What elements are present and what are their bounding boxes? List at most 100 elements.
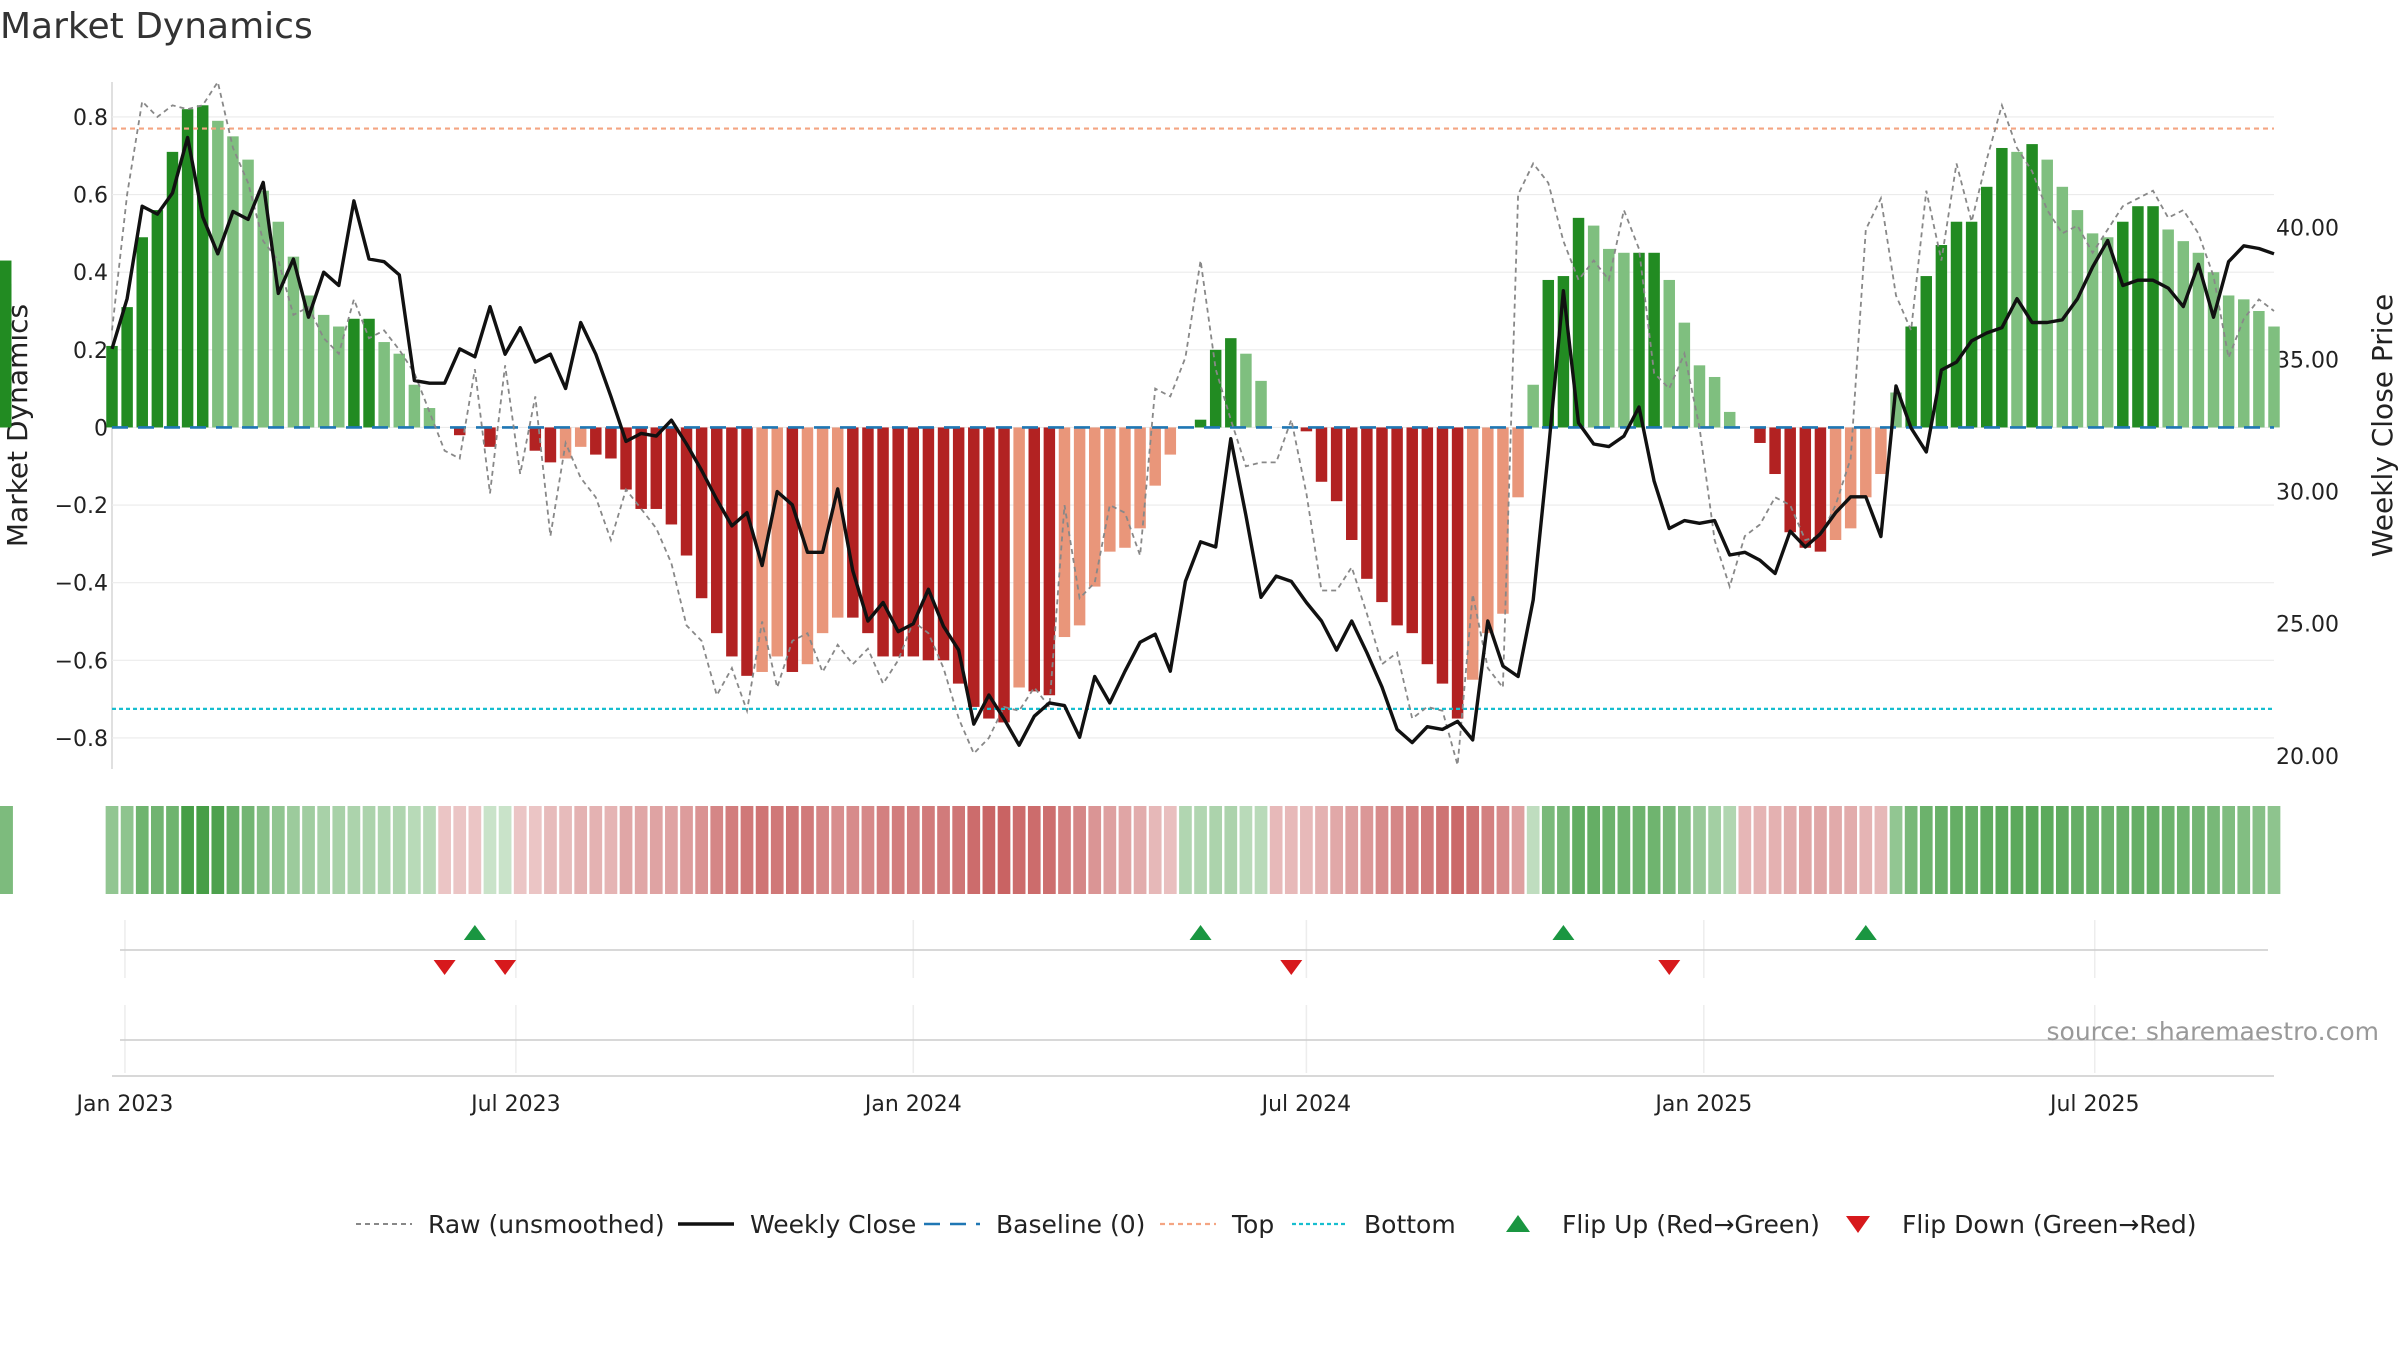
bar bbox=[2147, 206, 2159, 428]
bar bbox=[1618, 252, 1630, 428]
flip-down-marker bbox=[494, 960, 517, 975]
chart-title: Market Dynamics bbox=[0, 6, 313, 47]
heat-cell bbox=[1995, 806, 2009, 894]
heat-cell bbox=[2161, 806, 2175, 894]
bar bbox=[862, 427, 874, 634]
legend-item-close: Weekly Close bbox=[678, 1210, 916, 1239]
bar bbox=[983, 427, 995, 719]
x-tick-label: Jan 2023 bbox=[75, 1092, 174, 1117]
legend-label: Bottom bbox=[1364, 1210, 1456, 1239]
bar bbox=[1482, 427, 1494, 634]
bar bbox=[242, 159, 254, 428]
bar bbox=[1799, 427, 1812, 548]
bar bbox=[1648, 252, 1660, 428]
bar bbox=[605, 427, 617, 459]
heat-cell bbox=[1360, 806, 1374, 894]
heat-cell bbox=[1768, 806, 1782, 894]
bar bbox=[695, 427, 708, 599]
bar bbox=[650, 427, 663, 509]
y-tick-label: −0.8 bbox=[55, 727, 108, 752]
heat-cell bbox=[1058, 806, 1071, 894]
y2-tick-label: 20.00 bbox=[2276, 745, 2339, 770]
source-note: source: sharemaestro.com bbox=[2047, 1017, 2380, 1046]
heat-cell bbox=[2055, 806, 2069, 894]
x-tick-label: Jan 2025 bbox=[1653, 1092, 1752, 1117]
bar bbox=[2253, 311, 2265, 428]
heat-cell bbox=[604, 806, 618, 894]
y-tick-label: 0.8 bbox=[73, 106, 108, 131]
bar bbox=[801, 427, 814, 665]
heat-cell bbox=[468, 806, 482, 894]
heat-cell bbox=[513, 806, 527, 894]
heat-cell bbox=[226, 806, 240, 894]
bar bbox=[892, 427, 904, 657]
heat-cell bbox=[1541, 806, 1555, 894]
bar bbox=[363, 318, 375, 428]
heat-cell bbox=[2071, 806, 2084, 894]
bar bbox=[574, 427, 587, 447]
legend-label: Top bbox=[1231, 1210, 1274, 1239]
heat-cell bbox=[1027, 806, 1041, 894]
bar bbox=[1451, 427, 1464, 719]
heat-cell bbox=[937, 806, 950, 894]
x-axis: Jan 2023 Jul 2023 Jan 2024 Jul 2024 Jan 2025… bbox=[75, 1005, 2274, 1117]
bar bbox=[257, 190, 269, 428]
bar bbox=[181, 109, 194, 428]
heat-cell bbox=[1496, 806, 1510, 894]
bar bbox=[1361, 427, 1373, 579]
heat-cell bbox=[1738, 806, 1752, 894]
heat-cell bbox=[1420, 806, 1434, 894]
heat-cell bbox=[649, 806, 663, 894]
heat-cell bbox=[2101, 806, 2115, 894]
bar bbox=[2132, 206, 2144, 428]
heat-cell bbox=[861, 806, 875, 894]
heat-cell bbox=[1874, 806, 1888, 894]
bar bbox=[408, 384, 421, 428]
legend-item-top: Top bbox=[1160, 1210, 1274, 1239]
heat-cell bbox=[1043, 806, 1056, 894]
heat-cell bbox=[982, 806, 996, 894]
heat-cell bbox=[1239, 806, 1253, 894]
bar bbox=[1209, 349, 1222, 428]
bar bbox=[272, 221, 285, 428]
bar bbox=[1542, 279, 1555, 428]
bar bbox=[1466, 427, 1479, 680]
bar bbox=[1708, 376, 1721, 428]
heat-cell bbox=[1254, 806, 1268, 894]
heat-cell bbox=[1965, 806, 1978, 894]
heat-cell bbox=[695, 806, 708, 894]
heat-cell bbox=[906, 806, 920, 894]
legend-label: Flip Up (Red→Green) bbox=[1562, 1210, 1820, 1239]
heat-cell bbox=[589, 806, 603, 894]
heat-cell bbox=[181, 806, 194, 894]
flip-up-marker bbox=[1189, 925, 1212, 940]
heat-cell bbox=[120, 806, 134, 894]
heat-cell bbox=[317, 806, 331, 894]
heat-cell bbox=[2131, 806, 2145, 894]
y2-tick-label: 30.00 bbox=[2276, 481, 2339, 506]
heat-cell bbox=[1950, 806, 1963, 894]
bar bbox=[1043, 427, 1056, 696]
bar bbox=[1860, 427, 1872, 498]
heat-cell bbox=[1390, 806, 1404, 894]
legend-item-flipup: Flip Up (Red→Green) bbox=[1506, 1210, 1820, 1239]
heat-cell bbox=[710, 806, 724, 894]
bar bbox=[1829, 427, 1842, 540]
weekly-close-line bbox=[110, 135, 2275, 747]
bar bbox=[1572, 217, 1585, 428]
flip-up-marker bbox=[463, 925, 486, 940]
heat-cell bbox=[1526, 806, 1540, 894]
heat-cell bbox=[1133, 806, 1147, 894]
bar bbox=[317, 314, 330, 428]
heat-cell bbox=[1194, 806, 1207, 894]
heat-cell bbox=[0, 806, 13, 894]
heat-cell bbox=[528, 806, 542, 894]
bar bbox=[1557, 276, 1570, 428]
heat-cell bbox=[1632, 806, 1646, 894]
bar bbox=[771, 427, 783, 657]
bar bbox=[423, 408, 436, 428]
heat-cell bbox=[1617, 806, 1631, 894]
bar bbox=[1255, 380, 1267, 428]
x-tick-label: Jul 2025 bbox=[2048, 1092, 2140, 1117]
